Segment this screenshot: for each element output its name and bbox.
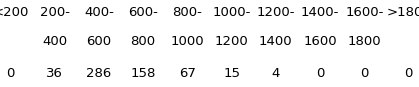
Text: 1400: 1400 [259, 35, 292, 48]
Text: 600: 600 [86, 35, 111, 48]
Text: 1800: 1800 [347, 35, 381, 48]
Text: 158: 158 [130, 67, 156, 80]
Text: 200-: 200- [40, 6, 70, 19]
Text: 1200-: 1200- [256, 6, 295, 19]
Text: 600-: 600- [128, 6, 158, 19]
Text: 1200: 1200 [215, 35, 248, 48]
Text: 4: 4 [272, 67, 280, 80]
Text: 0: 0 [316, 67, 324, 80]
Text: 36: 36 [46, 67, 63, 80]
Text: 0: 0 [404, 67, 413, 80]
Text: 1000: 1000 [171, 35, 204, 48]
Text: 286: 286 [86, 67, 111, 80]
Text: >1800: >1800 [386, 6, 419, 19]
Text: 1400-: 1400- [301, 6, 339, 19]
Text: 67: 67 [179, 67, 196, 80]
Text: 1600-: 1600- [345, 6, 383, 19]
Text: 400-: 400- [84, 6, 114, 19]
Text: 800: 800 [131, 35, 156, 48]
Text: 15: 15 [223, 67, 240, 80]
Text: 0: 0 [360, 67, 368, 80]
Text: 800-: 800- [173, 6, 202, 19]
Text: 0: 0 [6, 67, 15, 80]
Text: 1600: 1600 [303, 35, 337, 48]
Text: 400: 400 [42, 35, 67, 48]
Text: 1000-: 1000- [212, 6, 251, 19]
Text: <200: <200 [0, 6, 28, 19]
